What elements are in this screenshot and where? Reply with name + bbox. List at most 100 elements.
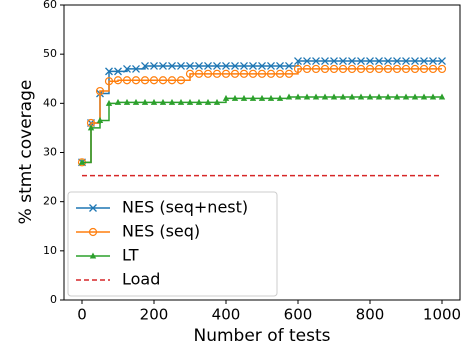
marker [275,69,285,78]
marker [329,64,339,74]
marker [222,62,230,70]
marker [357,93,365,100]
marker [401,64,411,74]
marker [159,98,167,105]
marker [437,64,447,74]
marker [411,57,419,66]
marker [366,57,374,66]
legend-box [67,191,278,297]
marker [357,57,365,66]
marker [339,93,347,100]
x-axis-label: Number of tests [194,326,331,346]
marker [167,76,177,85]
marker [267,62,275,70]
marker [258,94,266,101]
x-tick-label: 1000 [423,306,461,324]
x-tick-label: 800 [356,306,385,324]
marker [194,69,204,78]
marker [177,62,185,70]
marker [330,93,338,100]
legend-label: NES (seq) [122,222,200,241]
marker [411,93,419,100]
marker [410,64,420,74]
marker [266,69,276,78]
legend: NES (seq+nest) NES (seq) LT Load [67,191,278,297]
marker [393,57,401,66]
marker [321,57,329,66]
marker [231,94,239,101]
marker [419,64,429,74]
marker [122,76,132,85]
marker [402,93,410,100]
y-axis-label: % stmt coverage [16,80,36,225]
series-line [82,96,442,164]
marker [195,98,203,105]
marker [159,62,167,70]
marker [429,93,437,100]
marker [96,117,104,124]
marker [132,64,140,73]
marker [177,98,185,105]
marker [114,67,122,76]
y-tick-label: 60 [43,0,57,11]
marker [356,64,366,74]
marker [339,57,347,66]
marker [393,93,401,100]
marker [248,69,258,78]
marker [176,76,186,85]
marker [312,57,320,66]
marker [365,64,375,74]
marker [294,93,302,100]
marker [140,76,150,85]
marker [294,57,302,66]
marker [284,69,294,78]
marker [384,57,392,66]
marker [141,62,149,70]
marker [204,62,212,70]
marker [185,69,195,78]
marker [303,57,311,66]
marker [89,204,97,212]
marker [320,64,330,74]
marker [186,98,194,105]
x-tick-label: 400 [212,306,241,324]
marker [230,69,240,78]
y-tick-label: 10 [43,244,57,257]
marker [420,93,428,100]
marker [258,62,266,70]
marker [105,99,113,106]
marker [239,69,249,78]
marker [375,93,383,100]
marker [347,64,357,74]
marker [113,76,123,85]
marker [212,69,222,78]
marker [231,62,239,70]
marker [366,93,374,100]
marker [168,98,176,105]
marker [438,57,446,66]
y-tick-label: 30 [43,146,57,159]
marker [293,64,303,74]
marker [402,57,410,66]
marker [321,93,329,100]
marker [311,64,321,74]
marker [420,57,428,66]
marker [240,62,248,70]
marker [149,76,159,85]
marker [392,64,402,74]
marker [276,62,284,70]
marker [123,64,131,73]
marker [213,98,221,105]
marker [285,62,293,70]
marker [131,76,141,85]
marker [249,94,257,101]
marker [312,93,320,100]
marker [249,62,257,70]
marker [88,227,98,237]
marker [150,62,158,70]
marker [213,62,221,70]
y-tick-label: 20 [43,195,57,208]
marker [221,69,231,78]
marker [267,94,275,101]
